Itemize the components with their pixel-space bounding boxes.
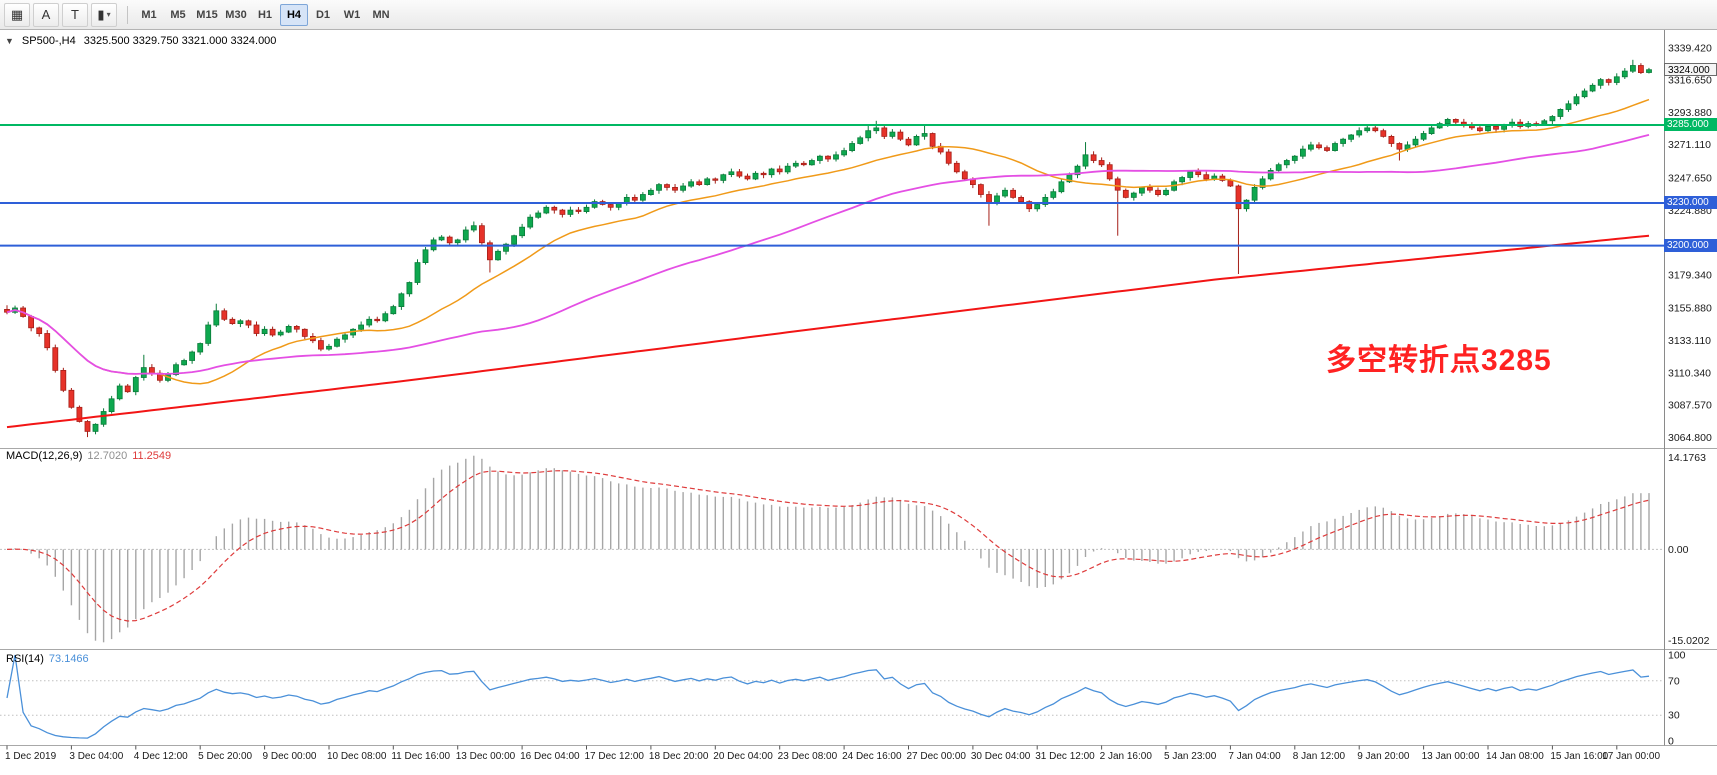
toolbar-tools: ▦ A T ▮ ▾	[4, 2, 120, 27]
svg-text:17 Jan 00:00: 17 Jan 00:00	[1602, 751, 1660, 762]
svg-text:3247.650: 3247.650	[1668, 173, 1712, 185]
svg-text:1 Dec 2019: 1 Dec 2019	[5, 751, 57, 762]
svg-text:3271.110: 3271.110	[1668, 139, 1711, 151]
timeframe-button-mn[interactable]: MN	[372, 8, 390, 21]
svg-text:3 Dec 04:00: 3 Dec 04:00	[69, 751, 123, 762]
time-axis-labels[interactable]: 1 Dec 2019 3 Dec 04:00 4 Dec 12:00 5 Dec 20…	[5, 745, 1660, 763]
macd-signal-value: 11.2549	[132, 450, 172, 462]
annotation-text: 多空转折点3285	[1326, 344, 1552, 377]
timeframe-button-w1[interactable]: W1	[343, 8, 361, 21]
svg-text:-15.0202: -15.0202	[1668, 635, 1710, 647]
text-label-button[interactable]: A	[33, 2, 59, 27]
hline-price-tag-3230[interactable]: 3230.000	[1664, 196, 1717, 210]
toolbar: ▦ A T ▮ ▾ M1 M5 M15 M30 H1 H4 D1 W1 MN	[0, 0, 1717, 30]
svg-text:3064.800: 3064.800	[1668, 432, 1712, 444]
timeframe-button-m15[interactable]: M15	[196, 8, 218, 21]
svg-text:16 Dec 04:00: 16 Dec 04:00	[520, 751, 580, 762]
macd-indicator-label: MACD(12,26,9) 12.7020 11.2549	[6, 450, 176, 462]
svg-text:18 Dec 20:00: 18 Dec 20:00	[649, 751, 709, 762]
svg-text:10 Dec 08:00: 10 Dec 08:00	[327, 751, 387, 762]
svg-text:100: 100	[1668, 650, 1686, 662]
svg-text:20 Dec 04:00: 20 Dec 04:00	[713, 751, 773, 762]
hline-price-tag-3200[interactable]: 3200.000	[1664, 238, 1717, 252]
hline-price-tag-3285[interactable]: 3285.000	[1664, 118, 1717, 132]
horizontal-lines-group[interactable]	[0, 124, 1664, 247]
svg-text:11 Dec 16:00: 11 Dec 16:00	[391, 751, 450, 762]
svg-text:14 Jan 08:00: 14 Jan 08:00	[1486, 751, 1544, 762]
timeframe-button-m5[interactable]: M5	[170, 8, 186, 21]
timeframe-button-h4[interactable]: H4	[280, 3, 308, 26]
svg-text:3339.420: 3339.420	[1668, 42, 1712, 54]
chart-area[interactable]: 3339.420 3316.650 3293.880 3271.110 3247.650…	[0, 30, 1717, 775]
moving-averages-group	[6, 98, 1650, 429]
svg-text:30: 30	[1668, 710, 1680, 722]
svg-text:3179.340: 3179.340	[1668, 269, 1712, 281]
svg-text:9 Dec 00:00: 9 Dec 00:00	[263, 751, 317, 762]
svg-text:8 Jan 12:00: 8 Jan 12:00	[1293, 751, 1346, 762]
candles-group	[4, 59, 1652, 438]
svg-text:5 Jan 23:00: 5 Jan 23:00	[1164, 751, 1217, 762]
toolbar-separator	[127, 5, 128, 24]
timeframe-button-m30[interactable]: M30	[225, 8, 247, 21]
ohlc-values: 3325.500 3329.750 3321.000 3324.000	[83, 35, 277, 47]
macd-pane-group	[0, 455, 1664, 643]
pane-separators	[0, 30, 1717, 746]
current-price-tag: 3324.000	[1664, 62, 1717, 76]
svg-text:3293.880: 3293.880	[1668, 107, 1712, 119]
chart-type-button[interactable]: ▮ ▾	[91, 2, 117, 27]
svg-text:3133.110: 3133.110	[1668, 335, 1711, 347]
svg-text:3110.340: 3110.340	[1668, 367, 1711, 379]
timeframe-switcher: M1 M5 M15 M30 H1 H4 D1 W1 MN	[135, 3, 396, 26]
svg-text:4 Dec 12:00: 4 Dec 12:00	[134, 751, 188, 762]
svg-text:13 Jan 00:00: 13 Jan 00:00	[1422, 751, 1480, 762]
svg-text:13 Dec 00:00: 13 Dec 00:00	[456, 751, 516, 762]
chart-header: ▼ SP500-,H4 3325.500 3329.750 3321.000 3…	[5, 35, 276, 47]
svg-text:3155.880: 3155.880	[1668, 303, 1712, 315]
svg-text:14.1763: 14.1763	[1668, 452, 1706, 464]
macd-title: MACD(12,26,9)	[6, 450, 83, 462]
svg-text:7 Jan 04:00: 7 Jan 04:00	[1228, 751, 1281, 762]
svg-text:15 Jan 16:00: 15 Jan 16:00	[1550, 751, 1608, 762]
rsi-pane-group	[0, 654, 1664, 739]
tile-windows-button[interactable]: ▦	[4, 2, 30, 27]
svg-text:70: 70	[1668, 675, 1680, 687]
svg-text:17 Dec 12:00: 17 Dec 12:00	[585, 751, 645, 762]
svg-text:31 Dec 12:00: 31 Dec 12:00	[1035, 751, 1095, 762]
svg-text:24 Dec 16:00: 24 Dec 16:00	[842, 751, 902, 762]
svg-text:23 Dec 08:00: 23 Dec 08:00	[778, 751, 838, 762]
rsi-title: RSI(14)	[6, 653, 44, 665]
price-chart-canvas[interactable]: 3339.420 3316.650 3293.880 3271.110 3247.650…	[0, 30, 1717, 775]
svg-text:2 Jan 16:00: 2 Jan 16:00	[1100, 751, 1153, 762]
text-tool-button[interactable]: T	[62, 2, 88, 27]
svg-text:0.00: 0.00	[1668, 544, 1689, 556]
dropdown-caret-icon: ▾	[106, 10, 111, 19]
timeframe-button-h1[interactable]: H1	[257, 8, 273, 21]
svg-text:5 Dec 20:00: 5 Dec 20:00	[198, 751, 252, 762]
symbol-period-label: SP500-,H4	[21, 35, 76, 47]
svg-text:3087.570: 3087.570	[1668, 400, 1712, 412]
svg-text:3316.650: 3316.650	[1668, 75, 1712, 87]
svg-text:30 Dec 04:00: 30 Dec 04:00	[971, 751, 1031, 762]
svg-text:9 Jan 20:00: 9 Jan 20:00	[1357, 751, 1410, 762]
price-axis-labels[interactable]: 3339.420 3316.650 3293.880 3271.110 3247.650…	[1668, 42, 1712, 747]
timeframe-button-d1[interactable]: D1	[315, 8, 331, 21]
macd-main-value: 12.7020	[87, 450, 128, 462]
timeframe-button-m1[interactable]: M1	[141, 8, 157, 21]
rsi-value: 73.1466	[48, 653, 89, 665]
svg-text:0: 0	[1668, 736, 1674, 748]
collapse-arrow-icon[interactable]: ▼	[5, 36, 14, 46]
svg-text:27 Dec 00:00: 27 Dec 00:00	[906, 751, 966, 762]
rsi-indicator-label: RSI(14) 73.1466	[6, 653, 94, 665]
